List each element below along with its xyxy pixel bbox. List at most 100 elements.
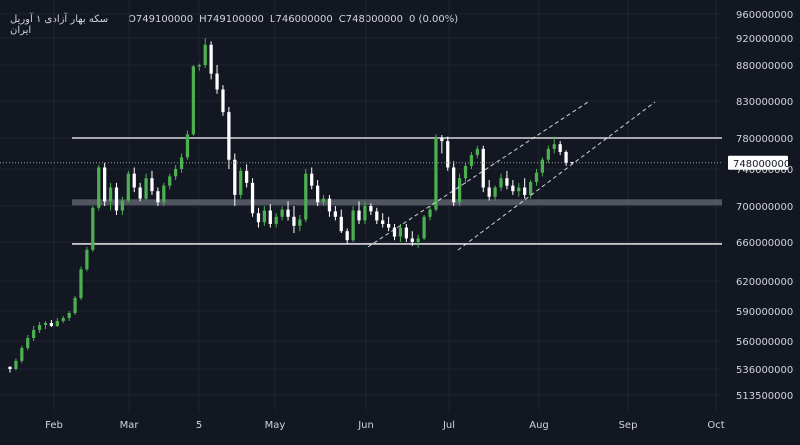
ohlc-legend: O749100000 H749100000 L746000000 C748000…: [128, 14, 458, 25]
candle-body: [250, 182, 255, 214]
candle-body: [558, 144, 562, 152]
candle-body: [410, 238, 414, 242]
candle-body: [363, 206, 367, 221]
candle-body: [73, 298, 77, 313]
candle-body: [540, 159, 545, 173]
candle-body: [481, 148, 485, 188]
y-axis-tick-label: 700000000: [736, 202, 793, 213]
candle-body: [37, 325, 42, 330]
candle-body: [392, 227, 397, 237]
y-axis-tick-label: 920000000: [736, 34, 793, 45]
last-price-label: 748000000: [733, 159, 790, 170]
candle-body: [61, 318, 65, 321]
candle-body: [43, 323, 48, 325]
candle-body: [233, 159, 237, 195]
y-axis-tick-label: 780000000: [736, 134, 793, 145]
candle-body: [191, 66, 196, 135]
candle-body: [333, 211, 337, 217]
trend-channel-lower: [457, 101, 656, 251]
candle-body: [434, 138, 438, 210]
x-axis-tick-label: Aug: [529, 420, 549, 431]
candle-body: [345, 231, 349, 241]
candle-body: [487, 187, 491, 197]
y-axis-tick-label: 830000000: [736, 97, 793, 108]
candle-body: [511, 185, 515, 192]
candle-body: [114, 187, 119, 211]
candle-body: [256, 213, 261, 223]
candle-body: [179, 157, 184, 169]
candle-body: [357, 210, 361, 221]
y-axis-tick-label: 560000000: [736, 337, 793, 348]
candle-body: [523, 187, 527, 195]
legend-open: O749100000: [128, 14, 194, 25]
candle-body: [67, 313, 71, 318]
candle-body: [91, 207, 95, 250]
x-axis-tick-label: Feb: [45, 420, 63, 431]
candle-body: [203, 44, 207, 65]
candle-body: [245, 170, 249, 183]
candle-body: [268, 210, 272, 224]
candle-body: [505, 178, 509, 186]
legend-close: C748000000: [338, 14, 404, 25]
symbol-title: سکه بهار آزادی ۱ آوریل ایران: [10, 14, 109, 36]
candle-body: [452, 167, 456, 203]
candle-body: [310, 173, 314, 186]
candle-body: [162, 185, 166, 203]
candle-body: [546, 148, 550, 160]
candle-body: [457, 178, 462, 203]
last-price-marker: [728, 155, 788, 170]
candle-body: [26, 338, 30, 348]
candle-body: [463, 165, 468, 179]
candle-body: [339, 216, 343, 232]
y-axis-tick-label: 960000000: [736, 10, 793, 21]
candle-body: [14, 360, 18, 369]
candle-body: [327, 198, 332, 212]
candle-body: [274, 216, 278, 224]
candle-body: [428, 209, 432, 217]
candle-body: [79, 269, 83, 298]
y-axis-tick-label: 620000000: [736, 277, 793, 288]
candle-body: [321, 198, 326, 203]
candle-body: [85, 249, 89, 270]
candle-body: [215, 73, 219, 90]
candle-body: [528, 181, 533, 195]
candle-body: [280, 209, 284, 217]
candle-body: [416, 238, 420, 242]
support-zone: [72, 199, 722, 206]
candle-body: [398, 227, 403, 237]
candle-body: [475, 148, 479, 156]
candle-body: [126, 173, 130, 201]
candle-body: [209, 44, 213, 74]
candle-body: [97, 167, 101, 208]
candle-body: [440, 138, 444, 142]
candle-body: [375, 211, 379, 221]
candle-body: [132, 173, 136, 188]
candle-body: [422, 216, 426, 239]
candle-body: [534, 172, 539, 182]
y-axis-tick-label: 880000000: [736, 61, 793, 72]
legend-low: L746000000: [269, 14, 333, 25]
candle-body: [381, 220, 385, 224]
candle-body: [446, 141, 450, 168]
y-axis-tick-label: 513500000: [736, 391, 793, 402]
x-axis-tick-label: Sep: [619, 420, 638, 431]
candle-body: [499, 178, 503, 188]
candle-body: [197, 65, 201, 67]
x-axis-tick-label: May: [265, 420, 286, 431]
candle-body: [120, 200, 125, 211]
y-axis-tick-label: 536000000: [736, 365, 793, 376]
candle-body: [8, 366, 12, 369]
candle-body: [32, 330, 36, 338]
candle-body: [552, 144, 556, 149]
x-axis-tick-label: Jun: [357, 420, 374, 431]
candle-body: [108, 187, 113, 202]
y-axis-tick-label: 740000000: [736, 165, 793, 176]
y-axis-tick-label: 590000000: [736, 307, 793, 318]
candle-body: [49, 323, 54, 326]
candle-body: [386, 224, 391, 228]
candle-body: [517, 187, 521, 192]
candle-body: [469, 155, 474, 166]
candle-body: [286, 209, 290, 217]
x-axis-tick-label: Oct: [707, 420, 724, 431]
